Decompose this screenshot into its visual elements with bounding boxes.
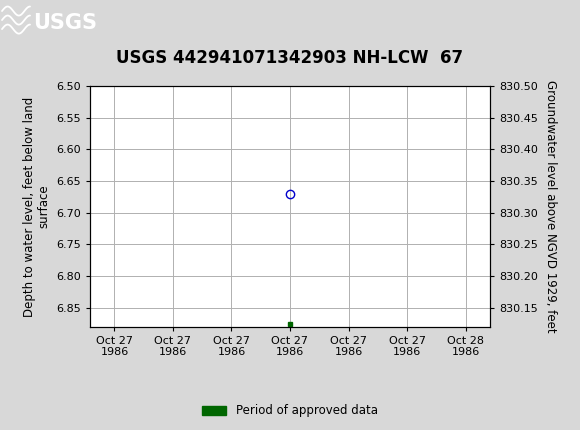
Text: USGS: USGS	[33, 13, 97, 33]
Text: USGS 442941071342903 NH-LCW  67: USGS 442941071342903 NH-LCW 67	[117, 49, 463, 67]
Y-axis label: Groundwater level above NGVD 1929, feet: Groundwater level above NGVD 1929, feet	[543, 80, 557, 333]
Y-axis label: Depth to water level, feet below land
surface: Depth to water level, feet below land su…	[23, 96, 50, 316]
Legend: Period of approved data: Period of approved data	[198, 399, 382, 422]
